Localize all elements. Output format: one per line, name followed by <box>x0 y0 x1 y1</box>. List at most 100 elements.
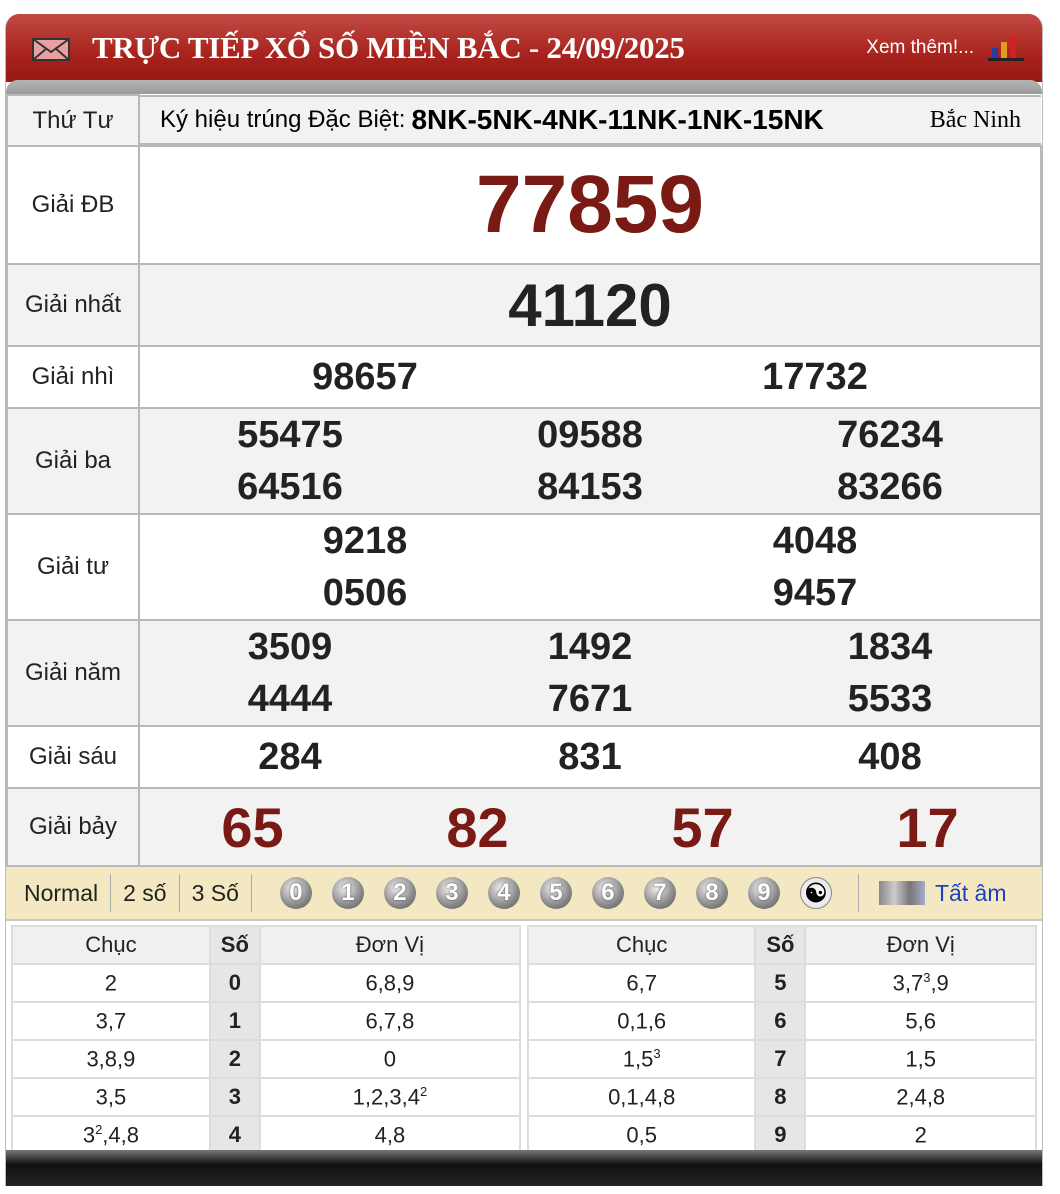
loto-section: Chục Số Đơn Vị 2 0 6,8,9 3,7 1 6,7,8 3,8,9 2 0 3,5 3 1… <box>6 921 1042 1159</box>
loto-table-left: Chục Số Đơn Vị 2 0 6,8,9 3,7 1 6,7,8 3,8,9 2 0 3,5 3 1… <box>11 925 522 1155</box>
don-vi-cell: 6,8,9 <box>258 963 522 1003</box>
prize-label: Giải nhất <box>6 263 140 347</box>
special-prize-number: 77859 <box>138 145 1042 265</box>
don-vi-cell: 2 <box>804 1115 1037 1155</box>
prize-number: 76234 <box>837 414 943 456</box>
prize-number: 284 <box>258 736 322 778</box>
prize-number: 65 <box>221 795 284 859</box>
prize-label: Giải nhì <box>6 345 140 409</box>
chuc-cell: 3,8,9 <box>11 1039 211 1079</box>
prize-number: 831 <box>558 736 622 778</box>
results-table: Thứ Tư Ký hiệu trúng Đặc Biệt: 8NK-5NK-4… <box>6 94 1042 867</box>
table-row: 3,7 1 6,7,8 <box>11 1001 522 1041</box>
don-vi-cell: 6,7,8 <box>258 1001 522 1041</box>
prize-3-row: Giải ba 55475 09588 76234 64516 84153 83266 <box>6 407 1042 515</box>
prize-label: Giải năm <box>6 619 140 727</box>
prize-number: 84153 <box>537 466 643 508</box>
prize-number: 41120 <box>138 263 1042 347</box>
mail-icon <box>32 38 70 61</box>
col-don-vi: Đơn Vị <box>804 925 1037 965</box>
so-cell: 6 <box>754 1001 807 1041</box>
col-don-vi: Đơn Vị <box>258 925 522 965</box>
don-vi-cell: 5,6 <box>804 1001 1037 1041</box>
digit-ball-2[interactable]: 2 <box>383 877 416 909</box>
don-vi-cell: 2,4,8 <box>804 1077 1037 1117</box>
digit-ball-0[interactable]: 0 <box>279 877 312 909</box>
col-so: Số <box>208 925 261 965</box>
digit-ball-3[interactable]: 3 <box>435 877 468 909</box>
see-more-link[interactable]: Xem thêm!... <box>866 37 974 58</box>
footer-bar <box>6 1150 1042 1186</box>
col-so: Số <box>754 925 807 965</box>
so-cell: 5 <box>754 963 807 1003</box>
don-vi-cell: 0 <box>258 1039 522 1079</box>
prize-label: Giải ba <box>6 407 140 515</box>
chart-icon[interactable] <box>988 34 1024 62</box>
option-2-digits[interactable]: 2 số <box>111 874 180 912</box>
table-row: 3,5 3 1,2,3,42 <box>11 1077 522 1117</box>
prize-number: 82 <box>446 795 509 859</box>
info-row: Thứ Tư Ký hiệu trúng Đặc Biệt: 8NK-5NK-4… <box>6 94 1041 147</box>
mute-all-link[interactable]: Tất âm <box>934 879 1007 906</box>
prize-label: Giải bảy <box>6 787 140 867</box>
digit-ball-9[interactable]: 9 <box>747 877 780 909</box>
prize-label: Giải ĐB <box>6 145 140 265</box>
prize-db-row: Giải ĐB 77859 <box>6 145 1042 265</box>
table-row: 0,1,6 6 5,6 <box>526 1001 1037 1041</box>
table-row: 0,5 9 2 <box>526 1115 1037 1155</box>
prize-number: 98657 <box>312 356 418 398</box>
digit-ball-4[interactable]: 4 <box>487 877 520 909</box>
chuc-cell: 1,53 <box>526 1039 757 1079</box>
so-cell: 9 <box>754 1115 807 1155</box>
province: Bắc Ninh <box>929 106 1021 133</box>
option-normal[interactable]: Normal <box>6 874 112 912</box>
prize-number: 1492 <box>547 626 633 668</box>
prize-number: 4444 <box>247 678 333 720</box>
so-cell: 8 <box>754 1077 807 1117</box>
speaker-icon[interactable] <box>878 881 925 905</box>
prize-5-row: Giải năm 3509 1492 1834 4444 7671 5533 <box>6 619 1042 727</box>
prize-number: 3509 <box>247 626 333 668</box>
table-row: 2 0 6,8,9 <box>11 963 522 1003</box>
table-row: 6,7 5 3,73,9 <box>526 963 1037 1003</box>
prize-number: 09588 <box>537 414 643 456</box>
so-cell: 2 <box>208 1039 261 1079</box>
so-cell: 7 <box>754 1039 807 1079</box>
weekday: Thứ Tư <box>6 94 140 147</box>
yin-yang-icon[interactable]: ☯ <box>799 877 832 909</box>
loto-header: Chục Số Đơn Vị <box>11 925 522 965</box>
don-vi-cell: 4,8 <box>258 1115 522 1155</box>
loto-table-right: Chục Số Đơn Vị 6,7 5 3,73,9 0,1,6 6 5,6 1,53 7 1,5 0… <box>526 925 1037 1155</box>
prize-number: 9457 <box>772 572 858 614</box>
digit-ball-8[interactable]: 8 <box>695 877 728 909</box>
digit-ball-5[interactable]: 5 <box>539 877 572 909</box>
don-vi-cell: 3,73,9 <box>804 963 1037 1003</box>
don-vi-cell: 1,5 <box>804 1039 1037 1079</box>
chuc-cell: 3,7 <box>11 1001 211 1041</box>
table-row: 3,8,9 2 0 <box>11 1039 522 1079</box>
option-3-digits[interactable]: 3 Số <box>180 874 252 912</box>
prize-1-row: Giải nhất 41120 <box>6 263 1042 347</box>
so-cell: 3 <box>208 1077 261 1117</box>
prize-number: 17 <box>896 795 959 859</box>
digit-ball-1[interactable]: 1 <box>331 877 364 909</box>
prize-number: 408 <box>858 736 922 778</box>
table-row: 1,53 7 1,5 <box>526 1039 1037 1079</box>
chuc-cell: 32,4,8 <box>11 1115 211 1155</box>
prize-6-row: Giải sáu 284 831 408 <box>6 725 1042 789</box>
prize-number: 17732 <box>762 356 868 398</box>
digit-ball-7[interactable]: 7 <box>643 877 676 909</box>
prize-number: 9218 <box>322 520 408 562</box>
chuc-cell: 0,5 <box>526 1115 757 1155</box>
table-row: 32,4,8 4 4,8 <box>11 1115 522 1155</box>
col-chuc: Chục <box>11 925 211 965</box>
header: TRỰC TIẾP XỔ SỐ MIỀN BẮC - 24/09/2025 Xe… <box>6 14 1042 82</box>
digit-ball-6[interactable]: 6 <box>591 877 624 909</box>
special-code: 8NK-5NK-4NK-11NK-1NK-15NK <box>411 104 824 135</box>
prize-number: 1834 <box>847 626 933 668</box>
prize-label: Giải sáu <box>6 725 140 789</box>
prize-7-row: Giải bảy 65 82 57 17 <box>6 787 1042 867</box>
prize-number: 7671 <box>547 678 633 720</box>
prize-number: 55475 <box>237 414 343 456</box>
